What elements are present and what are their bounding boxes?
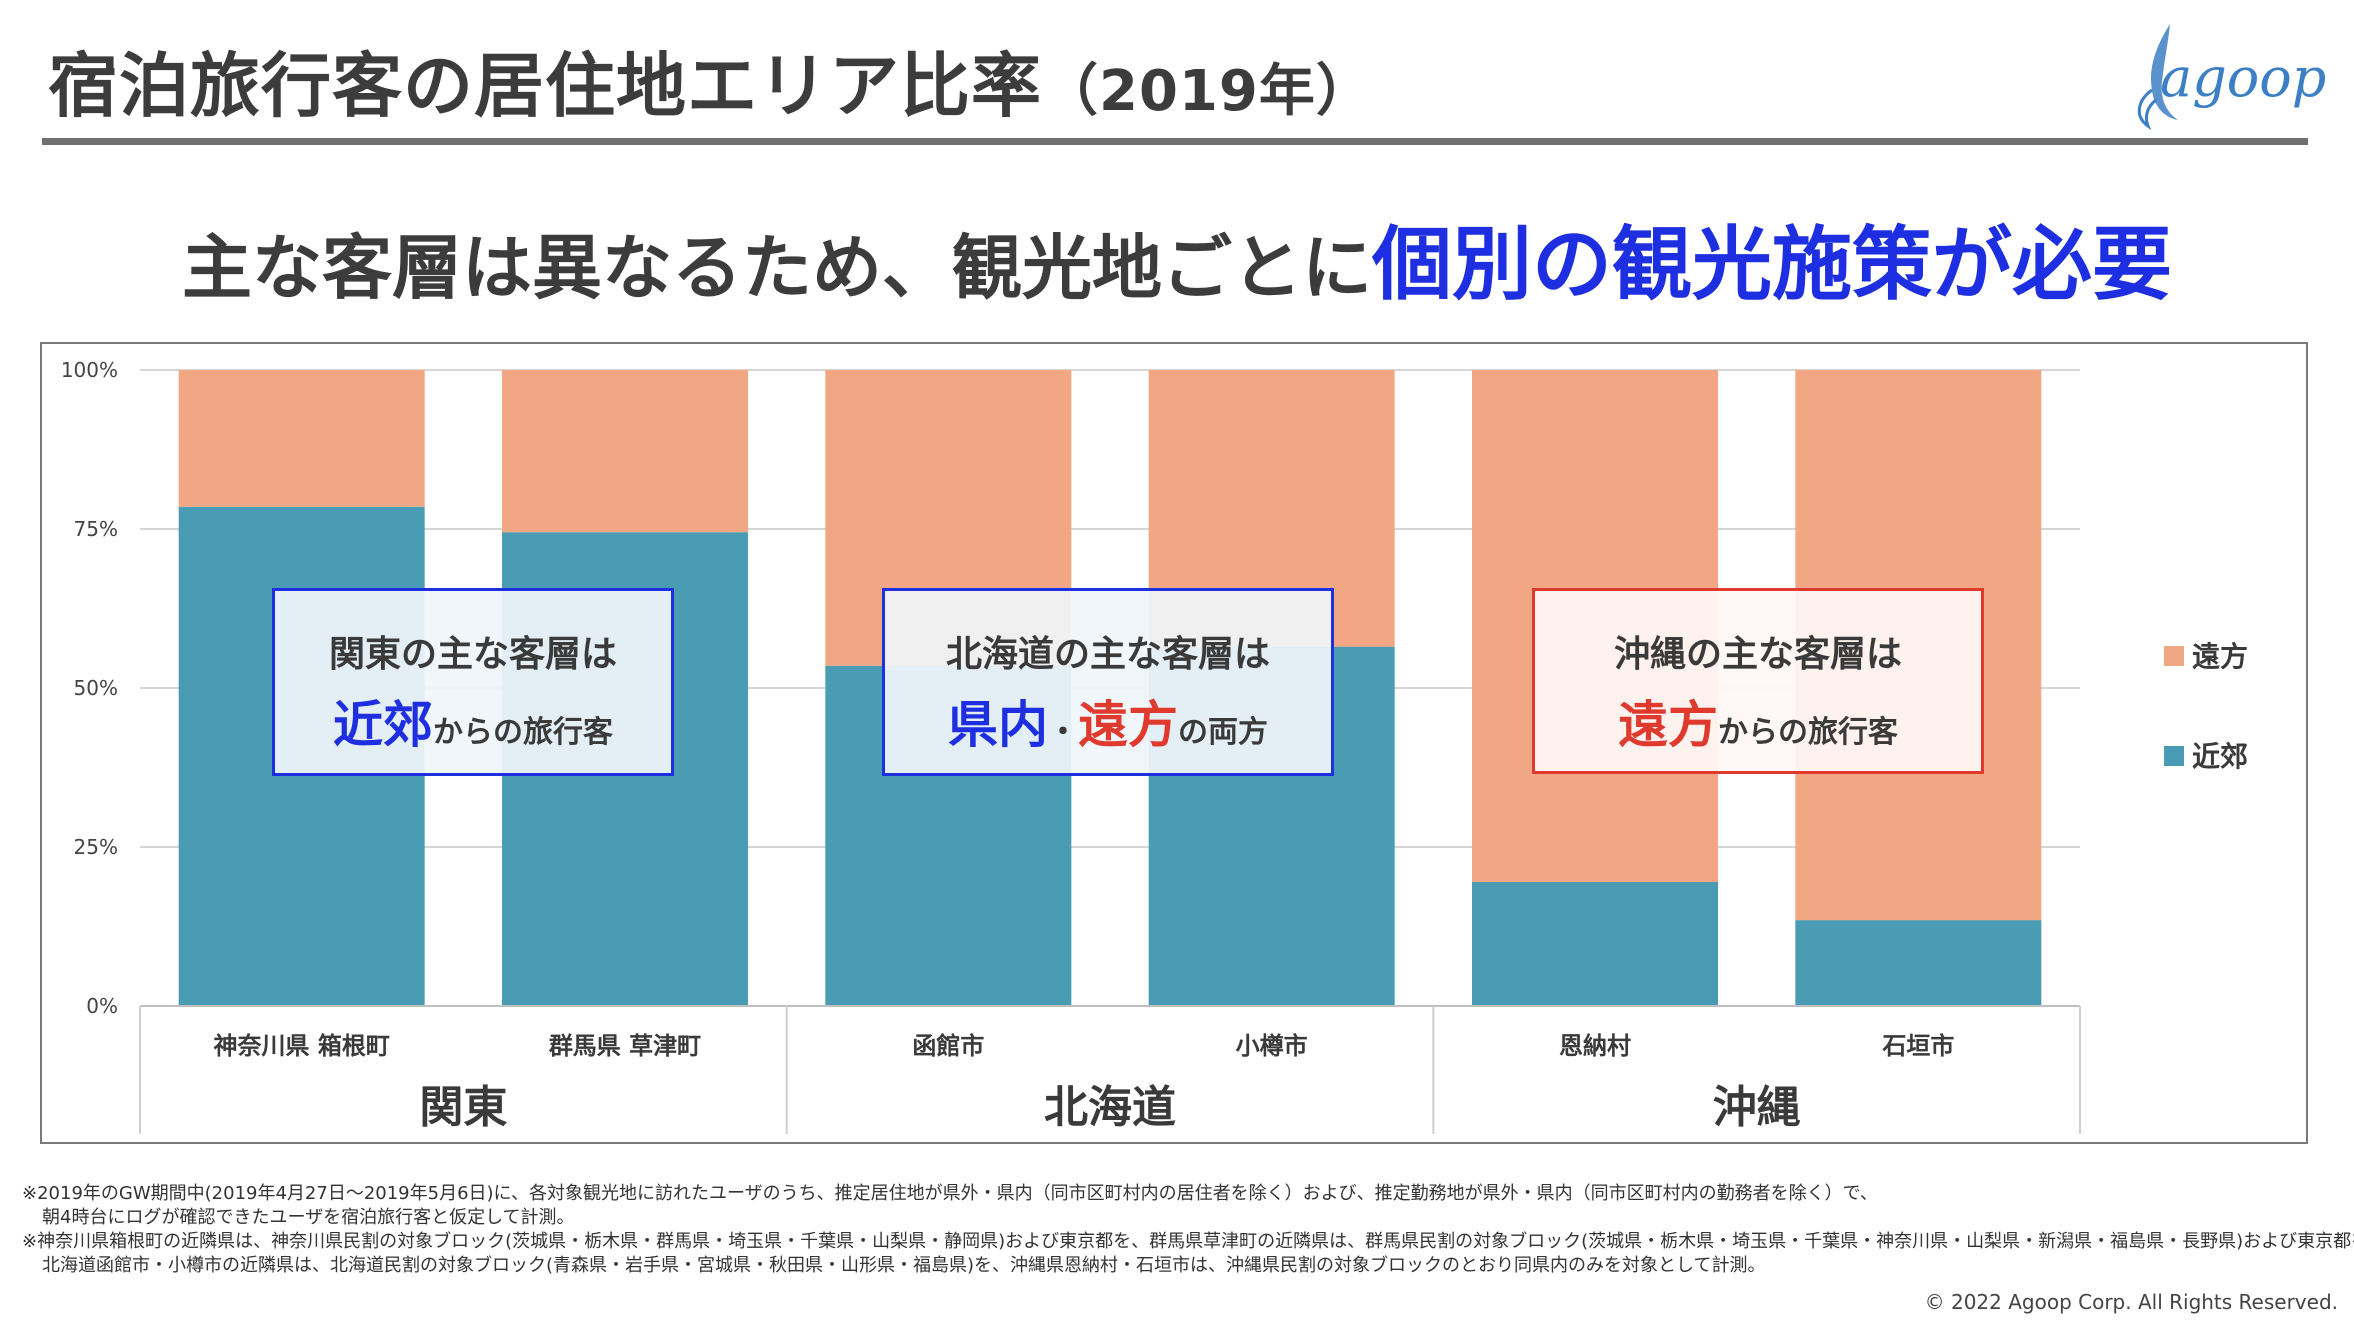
logo-text: agoop <box>2160 46 2327 109</box>
x-category-label: 小樽市 <box>1236 1032 1308 1060</box>
x-category-label: 石垣市 <box>1881 1032 1954 1060</box>
y-tick-label: 75% <box>74 517 118 541</box>
legend-swatch <box>2164 746 2184 766</box>
x-group-label: 関東 <box>419 1082 507 1133</box>
callout-okinawa: 沖縄の主な客層は 遠方からの旅行客 <box>1532 588 1984 774</box>
y-tick-label: 100% <box>61 358 118 382</box>
logo-quill-icon <box>2137 24 2178 131</box>
bar-segment-near <box>1472 881 1718 1006</box>
headline-plain: 主な客層は異なるため、観光地ごとに <box>182 227 1372 309</box>
y-tick-label: 0% <box>86 994 118 1018</box>
footnote-line: 朝4時台にログが確認できたユーザを宿泊旅行客と仮定して計測。 <box>42 1207 575 1228</box>
copyright: © 2022 Agoop Corp. All Rights Reserved. <box>1924 1290 2338 1314</box>
y-tick-label: 50% <box>74 676 118 700</box>
bar-segment-near <box>1795 920 2042 1006</box>
page-title-main: 宿泊旅行客の居住地エリア比率 <box>48 45 1042 127</box>
page-title-year: （2019年） <box>1042 59 1373 124</box>
callout-hokkaido-sep: ・ <box>1048 715 1078 750</box>
callout-hokkaido-line1: 北海道の主な客層は <box>945 634 1270 675</box>
footnote-line: ※神奈川県箱根町の近隣県は、神奈川県民割の対象ブロック(茨城県・栃木県・群馬県・… <box>22 1231 2354 1252</box>
bar-segment-far <box>178 370 425 507</box>
callout-kanto-big: 近郊 <box>333 696 433 754</box>
callout-kanto: 関東の主な客層は 近郊からの旅行客 <box>272 588 674 776</box>
chart-frame <box>40 342 2308 1144</box>
footnote-line: ※2019年のGW期間中(2019年4月27日～2019年5月6日)に、各対象観… <box>22 1183 1878 1204</box>
y-tick-label: 25% <box>74 835 118 859</box>
legend-label: 近郊 <box>2192 740 2248 773</box>
x-group-label: 北海道 <box>1044 1082 1176 1133</box>
x-group-label: 沖縄 <box>1713 1082 1801 1133</box>
footnotes: ※2019年のGW期間中(2019年4月27日～2019年5月6日)に、各対象観… <box>22 1182 2354 1278</box>
headline: 主な客層は異なるため、観光地ごとに個別の観光施策が必要 <box>0 200 2354 316</box>
page-title: 宿泊旅行客の居住地エリア比率（2019年） <box>48 30 1373 131</box>
callout-okinawa-big: 遠方 <box>1618 696 1718 754</box>
x-category-label: 恩納村 <box>1559 1032 1631 1060</box>
callout-kanto-rest: からの旅行客 <box>433 715 613 750</box>
headline-accent: 個別の観光施策が必要 <box>1372 218 2172 311</box>
callout-hokkaido: 北海道の主な客層は 県内・遠方の両方 <box>882 588 1334 776</box>
callout-okinawa-rest: からの旅行客 <box>1718 715 1898 750</box>
footnote-line: 北海道函館市・小樽市の近隣県は、北海道民割の対象ブロック(青森県・岩手県・宮城県… <box>42 1255 1766 1276</box>
title-divider <box>42 138 2308 145</box>
legend-swatch <box>2164 646 2184 666</box>
callout-hokkaido-rest: の両方 <box>1178 715 1268 750</box>
callout-kanto-line1: 関東の主な客層は <box>328 634 617 675</box>
x-category-label: 神奈川県 箱根町 <box>213 1032 389 1060</box>
callout-okinawa-line1: 沖縄の主な客層は <box>1613 634 1902 675</box>
legend-label: 遠方 <box>2192 640 2248 673</box>
callout-hokkaido-big2: 遠方 <box>1078 696 1178 754</box>
x-category-label: 群馬県 草津町 <box>549 1032 701 1060</box>
bar-segment-far <box>502 370 748 533</box>
x-category-label: 函館市 <box>912 1032 984 1060</box>
callout-hokkaido-big1: 県内 <box>948 696 1048 754</box>
